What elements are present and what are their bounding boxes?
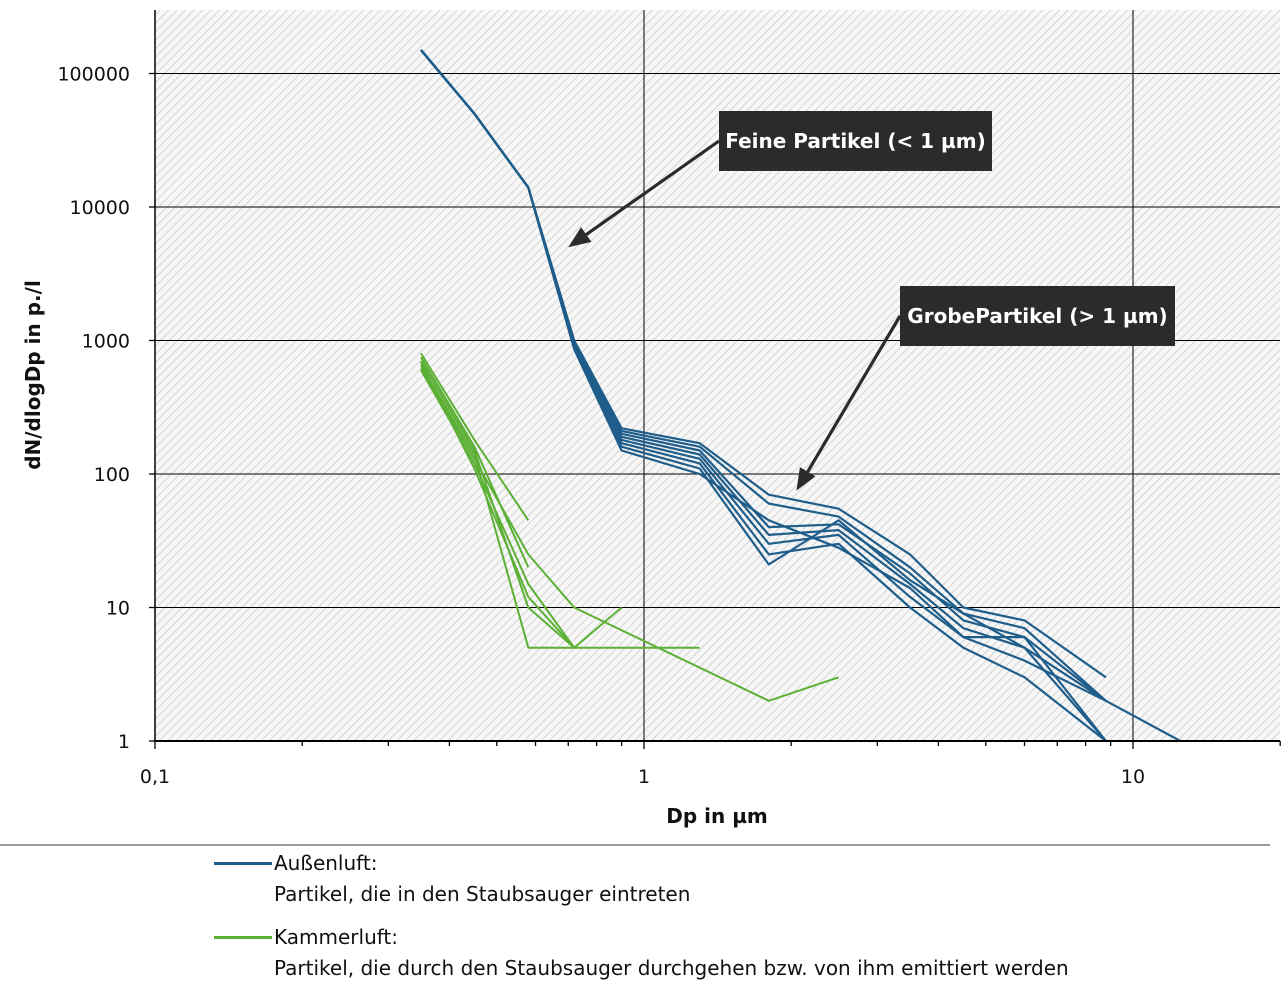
plot-area: [155, 10, 1280, 741]
series-layer: [420, 49, 1181, 742]
series-line-kammerluft: [420, 367, 839, 702]
legend-title-aussenluft: Außenluft:: [274, 851, 378, 875]
y-tick-label: 1: [118, 731, 130, 753]
legend-description-kammerluft: Partikel, die durch den Staubsauger durc…: [274, 956, 1069, 980]
legend-title-kammerluft: Kammerluft:: [274, 925, 399, 949]
annotation-coarse-particles: GrobePartikel (> 1 µm): [900, 286, 1175, 346]
grid: [155, 10, 1280, 741]
x-tick-label: 10: [1121, 766, 1145, 788]
x-tick-label: 0,1: [140, 766, 170, 788]
y-tick-label: 100000: [57, 64, 130, 86]
x-tick-label: 1: [638, 766, 650, 788]
series-line-kammerluft: [420, 360, 623, 649]
series-line-kammerluft: [420, 364, 700, 649]
legend-swatch-kammerluft: [214, 936, 272, 939]
y-tick-label: 10000: [70, 197, 130, 219]
series-line-kammerluft: [420, 362, 575, 649]
legend-swatch-aussenluft: [214, 862, 272, 865]
annotation-arrow-head: [796, 467, 816, 491]
y-tick-label: 1000: [82, 331, 130, 353]
y-axis-label: dN/dlogDp in p./l: [21, 280, 45, 470]
annotation-arrow-shaft: [585, 139, 720, 236]
annotation-arrow-head: [568, 227, 592, 248]
annotation-arrows: [568, 139, 902, 491]
annotation-fine-particles: Feine Partikel (< 1 µm): [719, 111, 992, 171]
y-tick-label: 10: [106, 598, 130, 620]
series-line-kammerluft: [420, 352, 530, 521]
axes: 0,1 1 10 1 10 100 1000 10000 100000: [57, 10, 1281, 788]
annotation-arrow-shaft: [806, 315, 902, 473]
legend-description-aussenluft: Partikel, die in den Staubsauger eintret…: [274, 882, 691, 906]
x-axis-label: Dp in µm: [666, 804, 768, 828]
y-tick-label: 100: [94, 464, 130, 486]
series-line-kammerluft: [420, 356, 530, 568]
series-line-aussenluft: [420, 49, 1107, 702]
